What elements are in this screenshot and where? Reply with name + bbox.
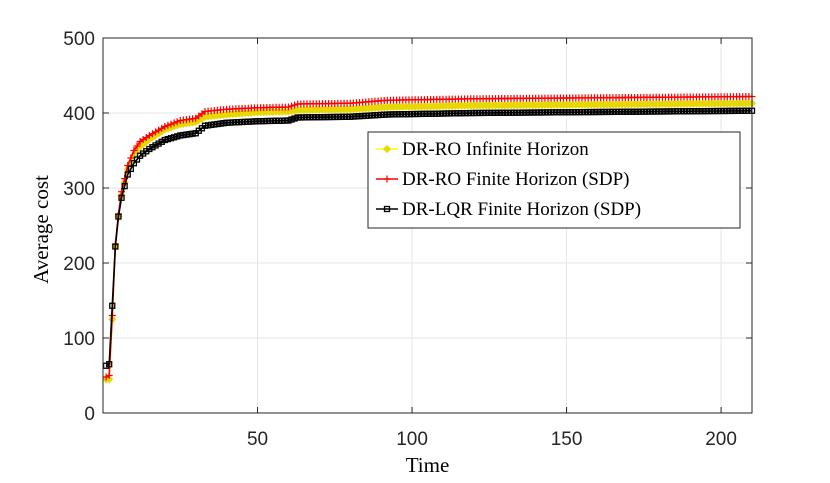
legend-swatch-marker [383,175,391,183]
y-tick-label: 300 [63,179,95,200]
series-3 [102,107,756,369]
y-tick-label: 500 [63,29,95,50]
series-marker [291,101,299,109]
series-marker [164,121,172,129]
series-marker [284,103,292,111]
legend-swatch-marker [382,144,392,154]
plot-frame [102,37,753,414]
series-marker [105,372,113,379]
y-tick-label: 100 [63,329,95,350]
series-marker [112,243,119,250]
x-tick-label: 200 [705,429,737,450]
series-layer [102,93,757,384]
legend-label: DR-LQR Finite Horizon (SDP) [402,199,641,220]
series-marker [115,213,122,220]
legend-box [367,131,741,229]
y-tick-label: 200 [63,254,95,275]
x-tick-label: 50 [247,429,268,450]
x-axis-label: Time [406,453,450,477]
series-marker [130,147,138,154]
series-marker [118,194,125,201]
x-tick-label: 100 [396,429,428,450]
series-marker [161,123,169,130]
y-tick-label: 0 [84,404,95,425]
x-tick-label: 150 [551,429,583,450]
series-marker [109,302,116,309]
series-marker [167,120,175,128]
y-tick-label: 400 [63,104,95,125]
series-marker [170,119,178,127]
series-marker [121,182,128,190]
legend: DR-RO Infinite Horizon DR-RO Finite Horiz… [367,131,741,229]
legend-label: DR-RO Infinite Horizon [402,139,589,160]
series-marker [102,373,110,381]
tick-layer: 50 100 150 200 0 100 200 300 400 500 [63,29,752,450]
series-marker [173,118,181,126]
series-marker [106,361,113,368]
legend-label: DR-RO Finite Horizon (SDP) [402,169,629,190]
y-axis-label: Average cost [29,175,53,284]
legend-swatch-marker [383,205,391,213]
series-marker [288,102,296,110]
series-marker [133,142,141,150]
